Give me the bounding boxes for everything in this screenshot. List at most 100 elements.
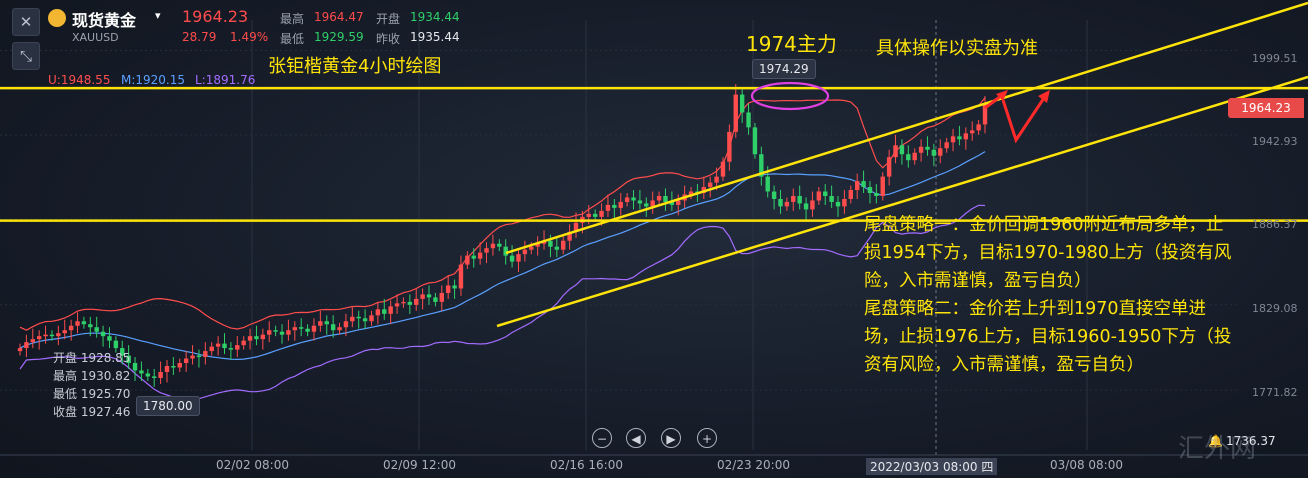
shrink-icon[interactable]: ⤡ [12,42,40,70]
candle [624,193,630,207]
candle-body [854,181,860,191]
strategy-line: 资有风险，入市需谨慎，盈亏自负） [864,355,1144,375]
crosshair-value: 1736.37 [1226,434,1276,448]
candle [886,149,892,186]
candle [861,170,866,194]
candle-body [912,152,917,161]
candle-body [171,366,176,368]
chart-title: 张钜楷黄金4小时绘图 [268,56,442,77]
candle [452,279,457,299]
candle-body [343,321,349,328]
candle-body [938,148,943,156]
candle-body [215,343,221,347]
open-label: 开盘 [376,12,401,26]
zoom-out-button[interactable]: − [592,428,612,448]
candle-body [420,294,425,299]
prev-close-value: 1935.44 [410,30,460,44]
candle [720,157,726,182]
candle-body [228,348,234,350]
candle [183,351,189,372]
candle-body [848,190,853,199]
candle-body [484,248,489,253]
candle [30,328,35,349]
close-icon[interactable]: ✕ [12,8,40,36]
instrument-name[interactable]: 现货黄金 [72,11,137,30]
candle [727,124,732,171]
current-price-tag: 1964.23 [1228,98,1304,118]
candle-body [573,222,579,232]
candle [656,191,662,205]
candle [797,185,802,210]
candle-body [49,334,55,337]
candle-body [976,124,981,131]
candle-body [388,306,393,314]
channel-upper-line [505,1,1308,255]
candle-body [164,366,170,372]
candle [177,358,182,372]
zoom-in-button[interactable]: + [697,428,717,448]
candle-body [707,182,713,188]
candle-body [43,334,48,337]
candle-body [286,330,291,335]
candle-body [177,363,182,368]
candle [375,301,381,325]
arrow-zigzag [1001,94,1048,144]
x-tick: 03/08 08:00 [1050,458,1123,472]
candle-body [375,309,381,316]
candle [94,316,99,338]
candle [100,325,106,347]
candle [439,285,444,311]
candle [145,368,151,381]
candle [880,172,885,201]
candle-body [68,325,74,331]
candle-body [752,127,758,155]
candle-body [414,298,419,305]
candle-body [298,327,304,329]
candle [791,188,796,211]
candle [746,103,751,135]
candle-body [330,324,336,331]
candle [823,184,828,205]
candle-body [433,297,438,302]
candle-body [599,210,604,217]
candle [62,319,67,340]
candle-body [624,197,630,202]
grid [0,20,1308,456]
bb-middle-line [19,151,986,361]
scroll-left-button[interactable]: ◀ [626,428,646,448]
candle-body [267,330,272,335]
candle [835,195,841,217]
scroll-right-button[interactable]: ▶ [661,428,681,448]
candle-body [350,316,355,322]
candle [318,310,323,332]
candle-body [120,348,125,356]
y-tick: 1771.82 [1252,386,1298,399]
candle [401,297,406,308]
low-value: 1929.59 [314,30,364,44]
bell-icon[interactable]: 🔔 [1208,434,1223,448]
candle [848,185,853,204]
candle-body [778,198,783,207]
level-annotation: 1974主力 [746,32,837,56]
candle [279,324,285,344]
candle-body [190,355,195,359]
chevron-down-icon[interactable]: ▾ [155,9,161,22]
strategy-line: 尾盘策略二：金价若上升到1970直接空单进 [864,299,1207,319]
candle-body [663,195,668,202]
candle [963,127,969,150]
candle-body [279,331,285,335]
high-label: 最高 [280,12,305,26]
candle [164,360,170,383]
candle-body [426,294,432,298]
candle-body [970,130,975,134]
crosshair-time-label: 2022/03/03 08:00 四 [866,458,998,475]
candle-body [17,348,23,352]
candle-body [720,161,726,177]
candle [803,197,809,220]
candle [152,368,157,387]
y-tick: 1829.08 [1252,302,1298,315]
candle-body [759,154,764,177]
candle-body [548,240,553,247]
candle [650,191,655,214]
